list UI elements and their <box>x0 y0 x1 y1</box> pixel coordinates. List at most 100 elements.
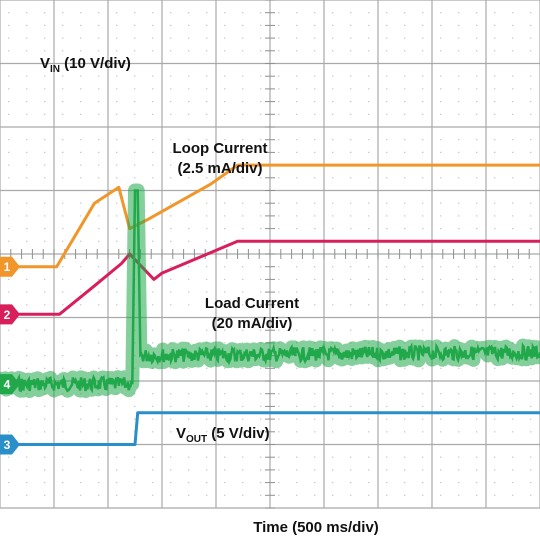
grid-dot <box>224 202 226 204</box>
grid-dot <box>134 405 136 407</box>
grid-dot <box>170 494 172 496</box>
grid-dot <box>368 291 370 293</box>
grid-dot <box>26 431 28 433</box>
grid-dot <box>242 151 244 153</box>
grid-dot <box>188 405 190 407</box>
grid-dot <box>422 418 424 420</box>
grid-dot <box>476 37 478 39</box>
grid-dot <box>242 113 244 115</box>
grid-dot <box>44 215 46 217</box>
grid-dot <box>170 75 172 77</box>
grid-dot <box>170 291 172 293</box>
grid-dot <box>296 113 298 115</box>
grid-dot <box>512 88 514 90</box>
grid-dot <box>116 88 118 90</box>
grid-dot <box>152 266 154 268</box>
grid-dot <box>494 139 496 141</box>
grid-dot <box>206 405 208 407</box>
grid-dot <box>314 266 316 268</box>
grid-dot <box>458 151 460 153</box>
grid-dot <box>278 177 280 179</box>
grid-dot <box>296 456 298 458</box>
grid-dot <box>332 367 334 369</box>
grid-dot <box>440 24 442 26</box>
grid-dot <box>404 405 406 407</box>
grid-dot <box>8 240 10 242</box>
grid-dot <box>404 494 406 496</box>
grid-dot <box>422 291 424 293</box>
grid-dot <box>404 202 406 204</box>
grid-dot <box>170 151 172 153</box>
grid-dot <box>80 50 82 52</box>
grid-dot <box>512 418 514 420</box>
grid-dot <box>242 342 244 344</box>
grid-dot <box>206 12 208 14</box>
grid-dot <box>170 164 172 166</box>
grid-dot <box>98 139 100 141</box>
grid-dot <box>98 151 100 153</box>
grid-dot <box>98 24 100 26</box>
grid-dot <box>260 418 262 420</box>
grid-dot <box>26 164 28 166</box>
grid-dot <box>188 469 190 471</box>
grid-dot <box>116 469 118 471</box>
grid-dot <box>188 50 190 52</box>
grid-dot <box>26 329 28 331</box>
grid-dot <box>116 482 118 484</box>
grid-dot <box>26 177 28 179</box>
grid-dot <box>512 75 514 77</box>
grid-dot <box>8 88 10 90</box>
grid-dot <box>260 482 262 484</box>
grid-dot <box>80 266 82 268</box>
grid-dot <box>494 367 496 369</box>
grid-dot <box>224 431 226 433</box>
grid-dot <box>80 355 82 357</box>
grid-dot <box>278 113 280 115</box>
grid-dot <box>170 12 172 14</box>
grid-dot <box>278 215 280 217</box>
grid-dot <box>116 355 118 357</box>
grid-dot <box>152 431 154 433</box>
grid-dot <box>224 456 226 458</box>
grid-dot <box>296 291 298 293</box>
grid-dot <box>170 24 172 26</box>
grid-dot <box>8 342 10 344</box>
grid-dot <box>404 113 406 115</box>
grid-dot <box>440 177 442 179</box>
grid-dot <box>188 88 190 90</box>
grid-dot <box>314 482 316 484</box>
grid-dot <box>512 291 514 293</box>
channel-3-marker <box>0 434 20 455</box>
grid-dot <box>512 266 514 268</box>
grid-dot <box>458 37 460 39</box>
grid-dot <box>98 266 100 268</box>
grid-dot <box>494 151 496 153</box>
grid-dot <box>260 202 262 204</box>
grid-dot <box>206 393 208 395</box>
grid-dot <box>8 24 10 26</box>
grid-dot <box>62 215 64 217</box>
grid-dot <box>440 266 442 268</box>
grid-dot <box>440 101 442 103</box>
grid-dot <box>260 139 262 141</box>
grid-dot <box>440 367 442 369</box>
grid-dot <box>296 367 298 369</box>
grid-dot <box>116 75 118 77</box>
grid-dot <box>494 456 496 458</box>
grid-dot <box>278 278 280 280</box>
grid-dot <box>134 88 136 90</box>
grid-dot <box>98 304 100 306</box>
grid-dot <box>368 202 370 204</box>
channel-markers: 1 2 4 3 <box>0 256 20 455</box>
grid-dot <box>188 278 190 280</box>
grid-dot <box>8 291 10 293</box>
grid-dot <box>350 431 352 433</box>
grid-dot <box>116 291 118 293</box>
grid-dot <box>98 12 100 14</box>
grid-dot <box>242 405 244 407</box>
grid-dot <box>386 101 388 103</box>
grid-dot <box>422 393 424 395</box>
grid-dot <box>458 139 460 141</box>
grid-dot <box>296 393 298 395</box>
grid-dot <box>116 24 118 26</box>
